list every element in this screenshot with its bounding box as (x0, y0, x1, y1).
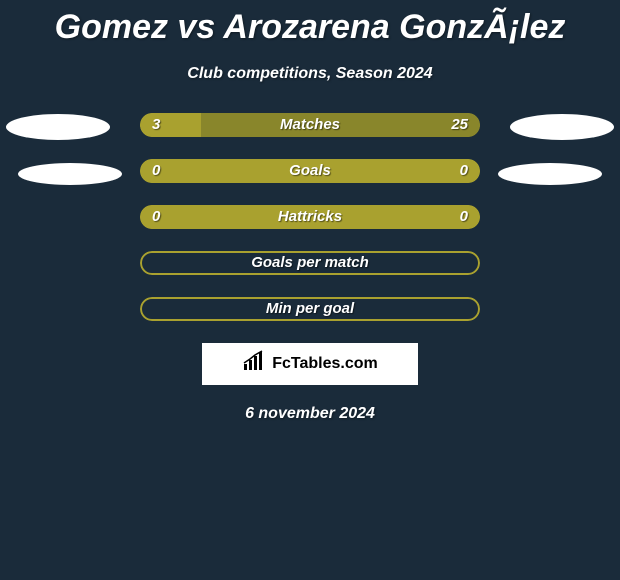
page-subtitle: Club competitions, Season 2024 (0, 65, 620, 83)
player-avatar-left (6, 114, 110, 140)
stat-bar-goals: 00Goals (140, 159, 480, 183)
brand-badge[interactable]: FcTables.com (202, 343, 418, 385)
stat-label: Matches (140, 113, 480, 137)
date-text: 6 november 2024 (0, 405, 620, 423)
player-avatar-right (510, 114, 614, 140)
stat-label: Goals per match (140, 251, 480, 275)
stat-bar-matches: 325Matches (140, 113, 480, 137)
player-avatar-left-alt (18, 163, 122, 185)
stat-label: Hattricks (140, 205, 480, 229)
stat-label: Min per goal (140, 297, 480, 321)
stat-bar-min-per-goal: Min per goal (140, 297, 480, 321)
stat-bar-goals-per-match: Goals per match (140, 251, 480, 275)
player-avatar-right-alt (498, 163, 602, 185)
stat-bar-hattricks: 00Hattricks (140, 205, 480, 229)
stat-label: Goals (140, 159, 480, 183)
page-title: Gomez vs Arozarena GonzÃ¡lez (0, 0, 620, 47)
brand-label: FcTables.com (272, 355, 378, 373)
stats-container: 325Matches 00Goals 00Hattricks Goals per ma… (0, 113, 620, 321)
brand-icon (242, 350, 266, 379)
